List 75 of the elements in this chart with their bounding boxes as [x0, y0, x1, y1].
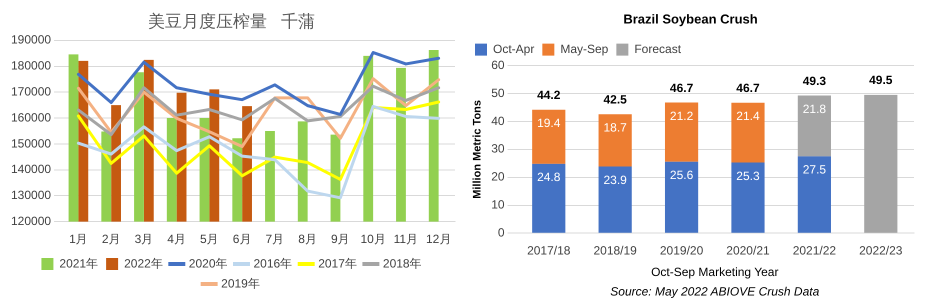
source-note: Source: May 2022 ABIOVE Crush Data	[610, 284, 820, 298]
y-tick-label: 180000	[10, 58, 52, 73]
y-tick-label: 30	[491, 142, 505, 156]
y-tick-label: 160000	[10, 110, 52, 124]
y-tick-label: 40	[491, 114, 505, 128]
total-label: 44.2	[537, 88, 561, 102]
legend-label: 2018年	[382, 256, 422, 270]
x-tick-label: 1月	[69, 232, 88, 246]
x-tick-label: 7月	[266, 232, 284, 246]
x-tick-label: 4月	[167, 232, 186, 246]
legend-label: 2021年	[59, 256, 98, 270]
x-tick-label: 6月	[232, 232, 252, 246]
data-label: 18.7	[603, 120, 628, 135]
chart-title: 美豆月度压榨量 千蒲	[148, 12, 316, 31]
legend-label: 2020年	[188, 256, 228, 270]
legend-label: 2016年	[254, 256, 292, 270]
bar	[731, 162, 765, 233]
bar	[532, 110, 566, 164]
y-tick-label: 190000	[10, 32, 52, 47]
total-label: 49.5	[869, 73, 893, 88]
total-label: 42.5	[603, 92, 628, 107]
bar	[664, 162, 698, 233]
data-label: 21.4	[736, 109, 760, 124]
y-tick-label: 60	[491, 58, 505, 72]
y-tick-label: 140000	[10, 162, 52, 176]
x-tick-label: 12月	[426, 232, 452, 246]
y-tick-label: 150000	[10, 136, 52, 150]
legend-label: May-Sep	[560, 42, 609, 56]
x-tick-label: 5月	[200, 232, 219, 246]
data-label: 25.6	[670, 168, 694, 182]
bar	[598, 114, 632, 166]
bar	[598, 166, 632, 233]
data-label: 19.4	[537, 116, 561, 130]
x-tick-label: 2020/21	[726, 244, 770, 258]
y-tick-label: 170000	[10, 84, 52, 98]
y-axis-title: Million Metric Tons	[472, 100, 484, 199]
x-tick-label: 3月	[134, 232, 154, 246]
y-tick-label: 50	[491, 86, 505, 100]
chart-title: Brazil Soybean Crush	[623, 11, 758, 26]
x-tick-label: 8月	[298, 232, 317, 246]
x-tick-label: 2月	[102, 232, 121, 246]
legend-label: Oct-Apr	[493, 42, 534, 56]
x-axis-title: Oct-Sep Marketing Year	[651, 265, 778, 280]
data-label: 25.3	[736, 168, 760, 183]
data-label: 23.9	[603, 172, 628, 187]
x-tick-label: 9月	[331, 232, 350, 246]
y-tick-label: 10	[491, 198, 505, 212]
total-label: 49.3	[802, 74, 826, 88]
legend-label: Forecast	[634, 42, 682, 56]
legend-label: 2019年	[221, 276, 260, 290]
y-tick-label: 120000	[10, 214, 52, 228]
y-tick-label: 20	[491, 170, 505, 184]
bar	[798, 95, 831, 156]
bar	[864, 94, 898, 233]
bar	[532, 164, 566, 233]
data-label: 27.5	[802, 162, 826, 177]
y-tick-label: 0	[498, 226, 505, 240]
total-label: 46.7	[670, 80, 694, 95]
total-label: 46.7	[736, 81, 760, 96]
x-tick-label: 2019/20	[660, 244, 704, 258]
bar	[664, 102, 698, 162]
x-tick-label: 2017/18	[527, 244, 571, 258]
bar	[798, 156, 831, 233]
legend-label: 2022年	[124, 256, 163, 270]
x-tick-label: 11月	[394, 232, 418, 246]
y-tick-label: 130000	[10, 188, 52, 202]
x-tick-label: 2018/19	[593, 244, 638, 258]
data-label: 24.8	[537, 170, 561, 184]
bar	[731, 102, 765, 163]
x-tick-label: 2022/23	[859, 244, 903, 258]
legend-label: 2017年	[318, 256, 357, 270]
x-tick-label: 2021/22	[792, 244, 836, 258]
data-label: 21.8	[802, 102, 826, 116]
x-tick-label: 10月	[360, 232, 386, 246]
data-label: 21.2	[670, 108, 694, 123]
